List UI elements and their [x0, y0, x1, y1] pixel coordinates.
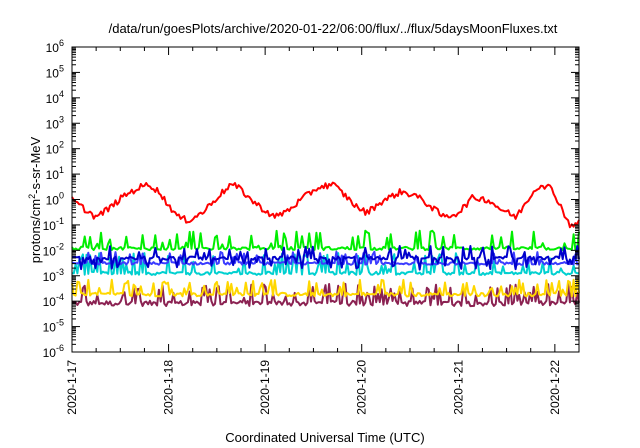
y-tick-label: 104: [46, 89, 64, 106]
y-tick-label: 10-1: [43, 216, 64, 233]
x-tick-label: 2020-1-20: [355, 360, 369, 415]
plot-frame: [71, 46, 580, 353]
x-axis: 2020-1-17 2020-1-18 2020-1-19 2020-1-20 2020…: [65, 47, 562, 415]
series-line-green: [71, 229, 580, 252]
x-tick-label: 2020-1-17: [65, 360, 79, 415]
y-tick-label: 10-2: [43, 241, 64, 258]
series-line-dark-blue: [72, 245, 580, 271]
y-tick-label: 10-4: [43, 292, 64, 309]
x-tick-label: 2020-1-21: [451, 360, 465, 415]
series-layer: [71, 181, 580, 308]
y-tick-label: 102: [46, 140, 64, 157]
series-line-red: [71, 181, 580, 229]
x-tick-label: 2020-1-19: [258, 360, 272, 415]
y-axis: 10-6 10-5 10-4 10-3 10-2 10-1 100 101 102 103 104 1…: [43, 38, 579, 360]
y-tick-label: 10-6: [43, 343, 64, 360]
y-tick-label: 10-3: [43, 267, 64, 284]
x-tick-label: 2020-1-18: [162, 360, 176, 415]
y-tick-label: 105: [46, 63, 64, 80]
y-tick-label: 101: [46, 165, 64, 182]
y-axis-label: protons/cm2-s-sr-MeV: [27, 136, 43, 263]
y-tick-label: 100: [46, 191, 64, 208]
chart-title: /data/run/goesPlots/archive/2020-01-22/0…: [109, 21, 558, 36]
x-axis-label: Coordinated Universal Time (UTC): [225, 430, 424, 445]
y-tick-label: 10-5: [43, 318, 64, 335]
y-tick-label: 106: [46, 38, 64, 55]
series-line-yellow: [71, 278, 580, 298]
y-tick-label: 103: [46, 114, 64, 131]
series-line-cyan: [71, 252, 579, 276]
x-tick-label: 2020-1-22: [548, 360, 562, 415]
series-line-purple: [71, 282, 580, 308]
